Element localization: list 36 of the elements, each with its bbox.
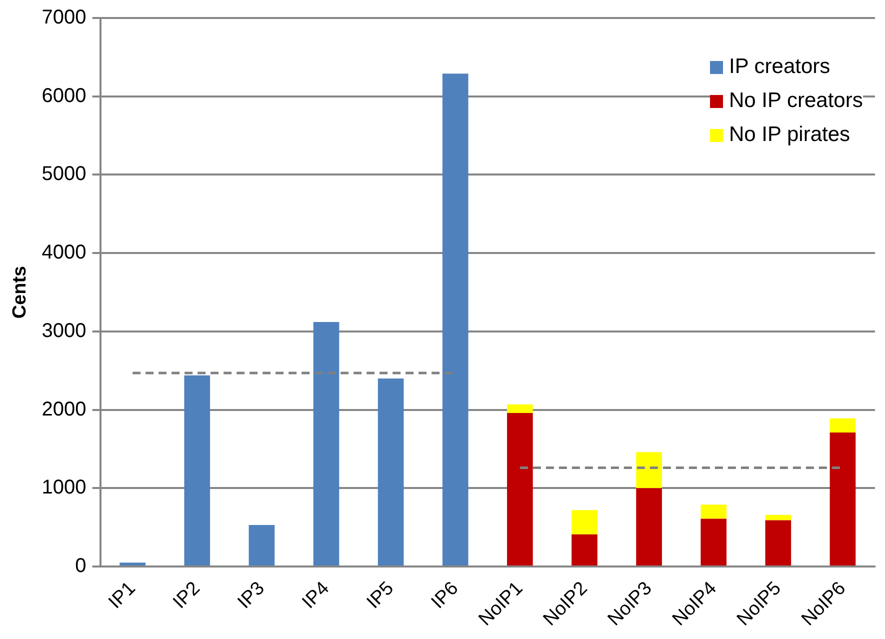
y-tick-label: 4000 [42,242,86,264]
y-tick-label: 7000 [42,6,86,29]
bar [120,562,146,566]
y-tick-label: 1000 [42,476,86,499]
bar [442,74,468,566]
bar [830,418,856,433]
bar [765,514,792,520]
x-tick-label: IP5 [363,578,398,614]
bar [507,412,533,566]
y-tick-label: 2000 [42,398,86,420]
x-tick-label: IP4 [298,578,334,614]
legend-label: IP creators [729,54,830,80]
x-tick-label: IP6 [428,578,463,614]
bar [248,525,275,566]
bar [572,510,598,534]
bar [636,488,662,566]
x-tick-label: IP1 [104,578,140,614]
bar [572,534,598,566]
bar [507,404,533,413]
x-tick-label: IP2 [169,578,204,614]
x-tick-label: IP3 [234,578,269,614]
y-tick-label: 6000 [42,84,86,107]
y-tick-label: 0 [75,555,86,578]
bar [636,452,662,488]
bar [184,375,210,566]
bar [765,520,792,566]
legend-label: No IP creators [729,88,863,114]
legend-label: No IP pirates [729,122,850,148]
bar [700,518,727,566]
y-axis-title: Cents [10,266,31,319]
bar [378,378,404,566]
y-tick-label: 3000 [42,320,86,342]
bar [830,432,856,566]
bar [313,322,340,566]
y-tick-label: 5000 [42,163,86,186]
bar [700,504,727,519]
